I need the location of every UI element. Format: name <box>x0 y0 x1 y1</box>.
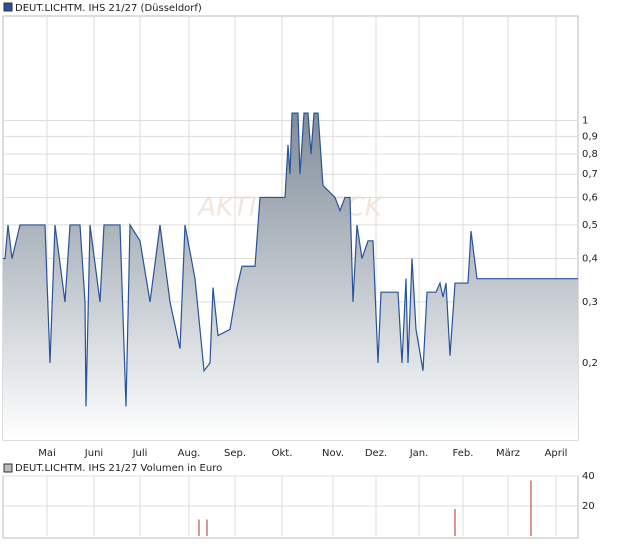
x-tick-label: April <box>545 448 568 459</box>
x-tick-label: März <box>496 448 520 459</box>
y-tick-label: 0,7 <box>582 169 598 180</box>
y-tick-label: 0,8 <box>582 149 598 160</box>
x-tick-label: Okt. <box>272 448 293 459</box>
x-tick-label: Juni <box>84 448 103 459</box>
legend-label: DEUT.LICHTM. IHS 21/27 (Düsseldorf) <box>15 3 202 14</box>
x-tick-label: Feb. <box>453 448 474 459</box>
x-tick-label: Juli <box>132 448 148 459</box>
y-tick-label: 0,6 <box>582 192 598 203</box>
legend-swatch <box>3 2 13 12</box>
legend-swatch <box>3 463 13 473</box>
y-tick-label: 0,3 <box>582 297 598 308</box>
area <box>3 113 578 441</box>
line <box>3 112 578 407</box>
x-tick-label: Sep. <box>224 448 246 459</box>
legend-label: DEUT.LICHTM. IHS 21/27 Volumen in Euro <box>15 463 222 474</box>
y-tick-label: 0,2 <box>582 358 598 369</box>
y-tick-label: 40 <box>582 471 595 482</box>
volume-bar <box>454 509 456 536</box>
y-tick-label: 0,5 <box>582 220 598 231</box>
volume-bar <box>198 519 200 536</box>
x-tick-label: Dez. <box>365 448 387 459</box>
x-tick-label: Aug. <box>178 448 201 459</box>
y-tick-label: 0,9 <box>582 131 598 142</box>
y-tick-label: 20 <box>582 501 595 512</box>
y-tick-label: 0,4 <box>582 254 598 265</box>
y-tick-label: 1 <box>582 115 588 126</box>
volume-bar <box>530 480 532 536</box>
x-tick-label: Nov. <box>322 448 344 459</box>
x-tick-label: Mai <box>38 448 56 459</box>
volume-frame <box>2 475 579 539</box>
x-tick-label: Jan. <box>409 448 429 459</box>
volume-bar <box>206 519 208 536</box>
